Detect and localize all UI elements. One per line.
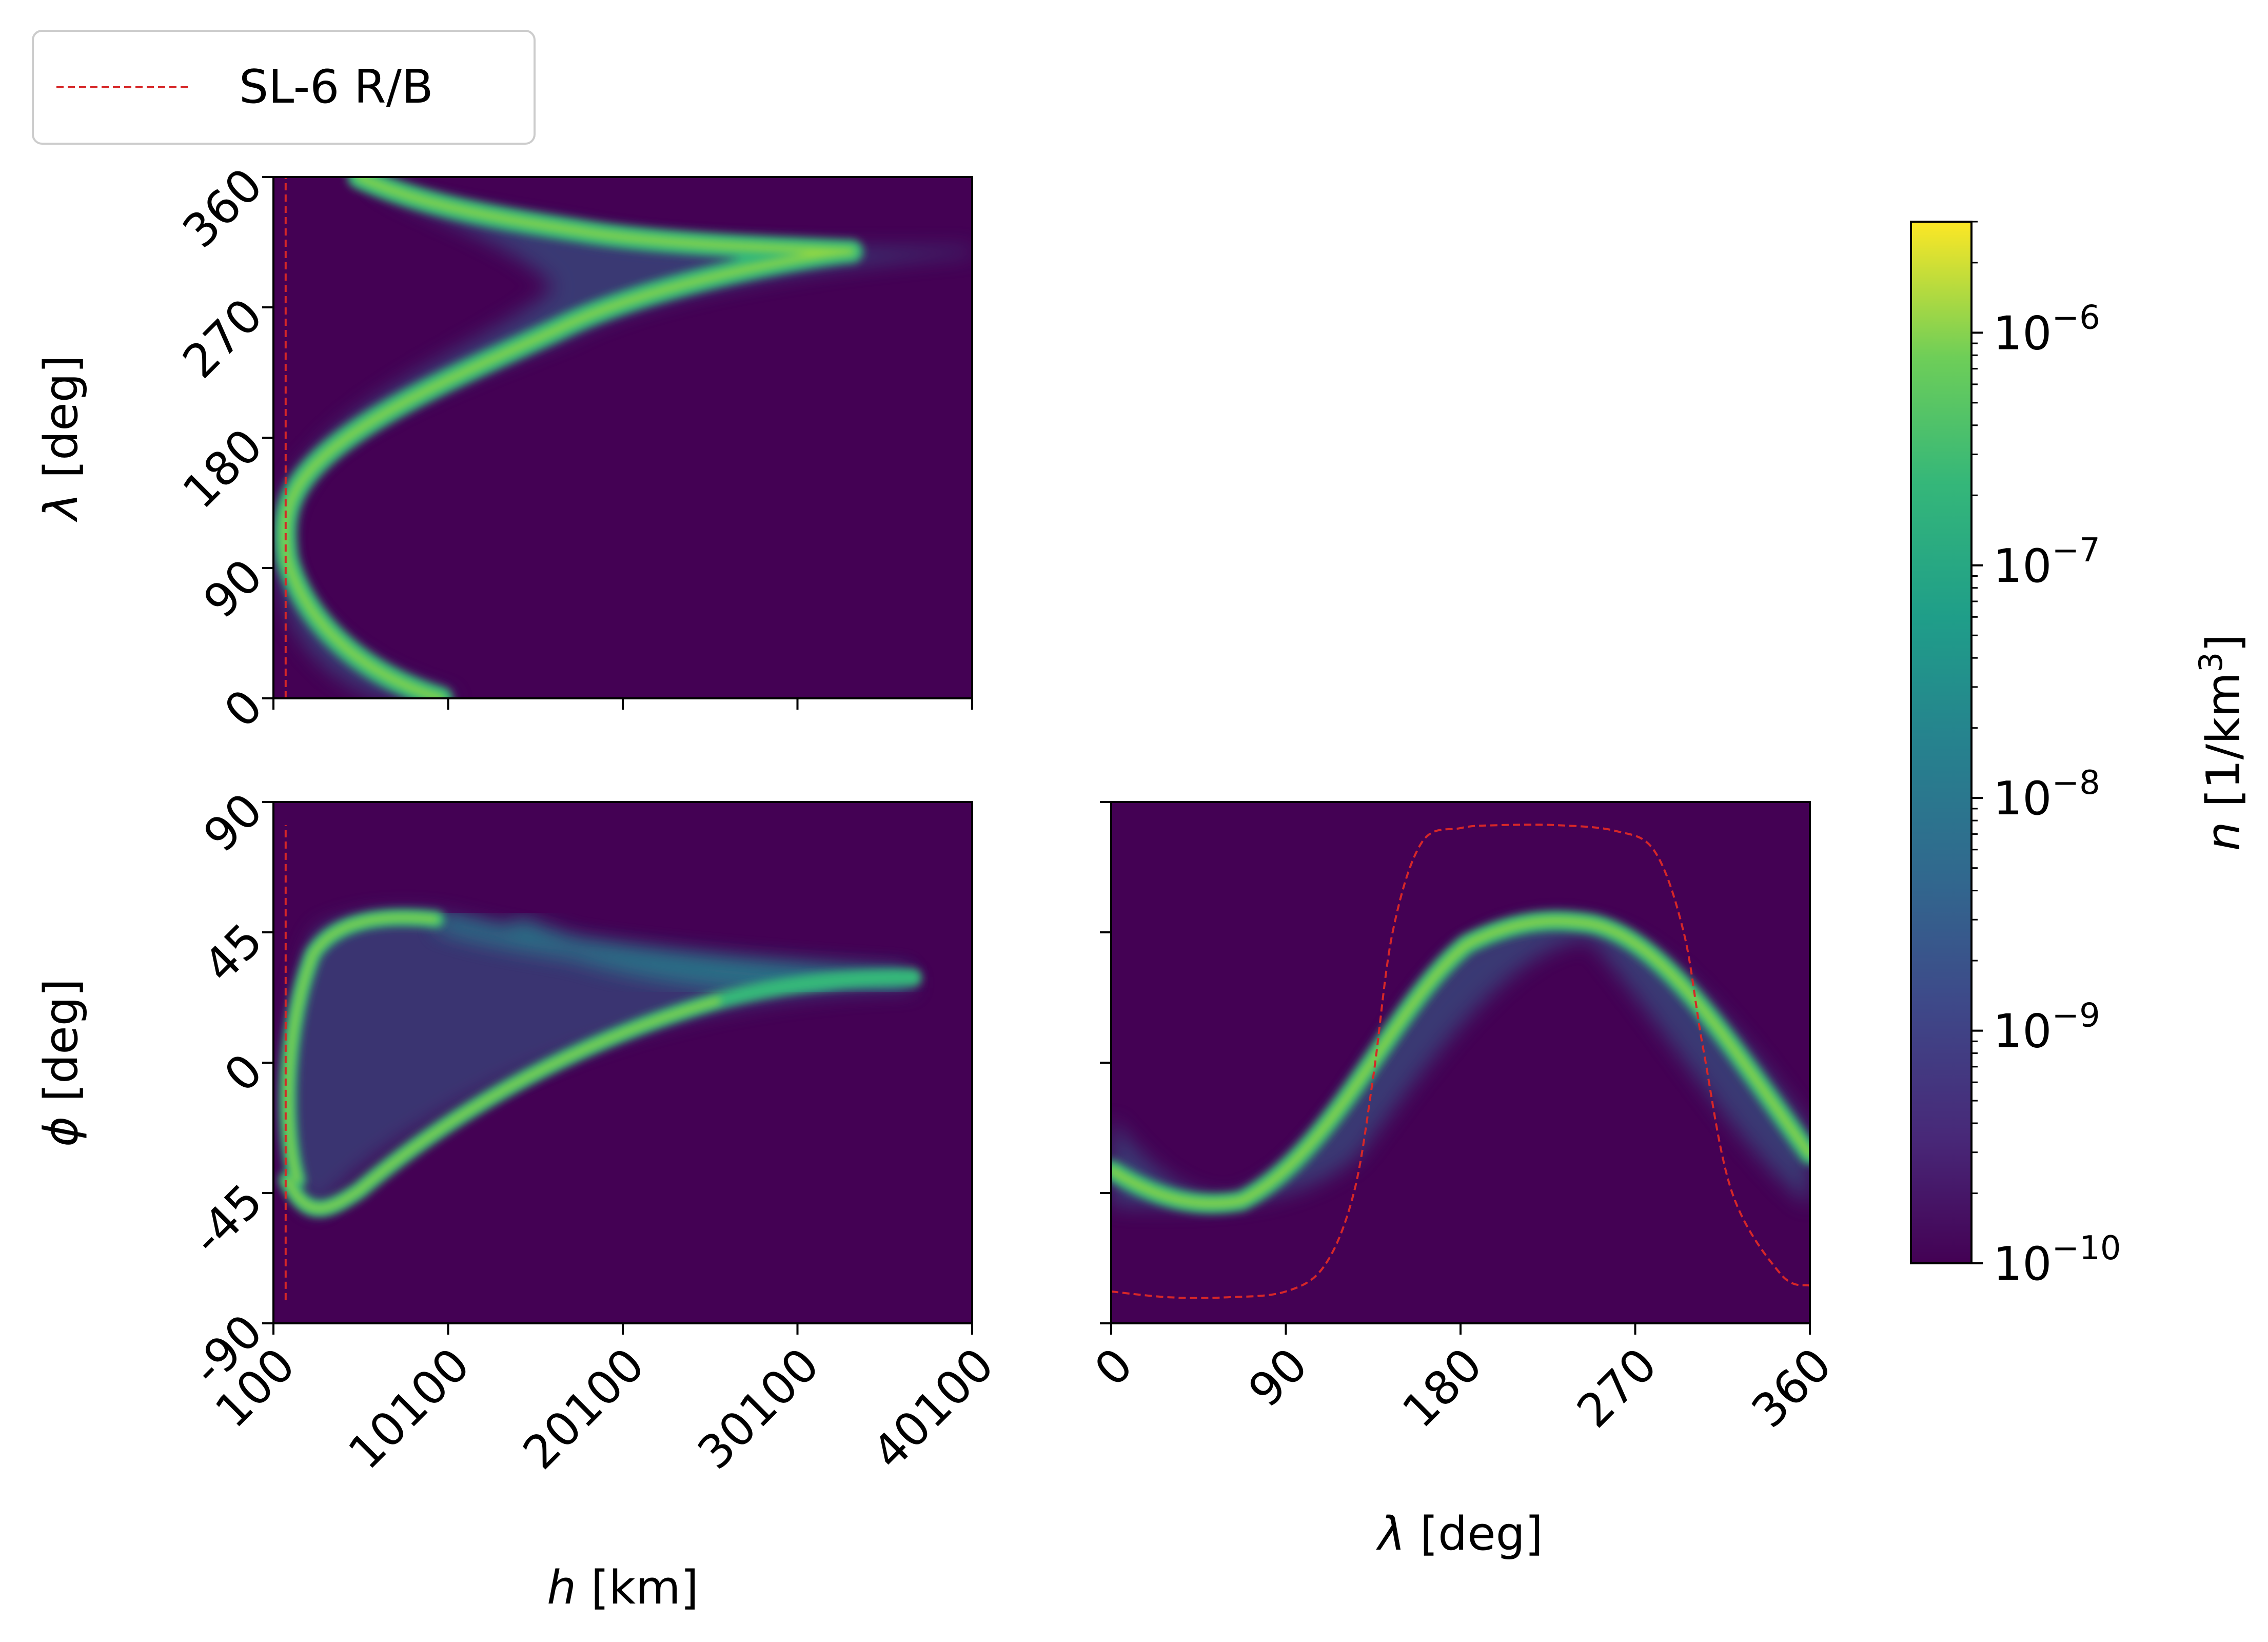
x-tick-label: 0 xyxy=(1084,1338,1143,1397)
x-tick-label: 180 xyxy=(1392,1338,1493,1438)
legend-label: SL-6 R/B xyxy=(239,60,433,114)
colorbar-tick-label: 10−7 xyxy=(1993,532,2100,593)
density-band xyxy=(1111,910,1810,1214)
colorbar-tick-label: 10−10 xyxy=(1993,1229,2121,1291)
x-tick-label: 270 xyxy=(1567,1338,1667,1438)
x-axis-label: h [km] xyxy=(547,1561,699,1615)
x-ticks: 0 90 180 270 360 xyxy=(1084,1323,1842,1438)
y-tick-label: 180 xyxy=(172,419,273,519)
colorbar-tick-label: 10−8 xyxy=(1993,764,2100,826)
band-peak xyxy=(281,177,855,698)
x-tick-label: 360 xyxy=(1742,1338,1842,1438)
x-ticks xyxy=(272,698,973,710)
x-tick-label: 40100 xyxy=(862,1338,1004,1480)
y-ticks xyxy=(1100,801,1111,1324)
legend: SL-6 R/B xyxy=(32,30,536,145)
colorbar-gradient xyxy=(1910,221,1973,1264)
band-halo xyxy=(1111,920,1810,1207)
y-tick-label: 45 xyxy=(193,913,273,993)
x-axis-label: λ [deg] xyxy=(1376,1507,1543,1561)
colorbar: 10−10 10−9 10−8 10−7 10−6 n [1/km3] xyxy=(1910,221,2251,1291)
x-tick-label: 20100 xyxy=(513,1338,655,1480)
legend-box xyxy=(32,30,536,145)
band-peak xyxy=(285,915,721,1211)
reference-track xyxy=(1111,824,1810,1299)
band-peak xyxy=(1111,917,1810,1207)
y-tick-label: 90 xyxy=(193,783,273,863)
colorbar-tick-label: 10−6 xyxy=(1993,299,2100,360)
colorbar-tick-label: 10−9 xyxy=(1993,997,2100,1059)
colorbar-label: n [1/km3] xyxy=(2192,634,2251,851)
x-tick-label: 90 xyxy=(1238,1338,1318,1417)
y-ticks: 0 90 180 270 360 xyxy=(172,158,273,738)
x-tick-label: 30100 xyxy=(687,1338,830,1480)
x-ticks: 100 10100 20100 30100 40100 xyxy=(205,1323,1004,1480)
density-band xyxy=(273,177,972,698)
y-tick-label: 270 xyxy=(172,288,273,389)
panel-altitude-longitude: 0 90 180 270 360 λ [deg] xyxy=(34,158,973,738)
y-tick-label: 0 xyxy=(214,1044,273,1103)
colorbar-ticks: 10−10 10−9 10−8 10−7 10−6 xyxy=(1971,221,2121,1291)
x-tick-label: 10100 xyxy=(338,1338,480,1480)
y-tick-label: 90 xyxy=(193,549,273,629)
y-tick-label: 360 xyxy=(172,158,273,259)
y-tick-label: -45 xyxy=(182,1174,273,1265)
y-axis-label: ϕ [deg] xyxy=(34,979,88,1147)
density-band xyxy=(279,909,922,1217)
panel-longitude-latitude: 0 90 180 270 360 λ [deg] xyxy=(1084,801,1842,1561)
y-tick-label: 0 xyxy=(214,679,273,738)
y-axis-label: λ [deg] xyxy=(34,355,88,522)
